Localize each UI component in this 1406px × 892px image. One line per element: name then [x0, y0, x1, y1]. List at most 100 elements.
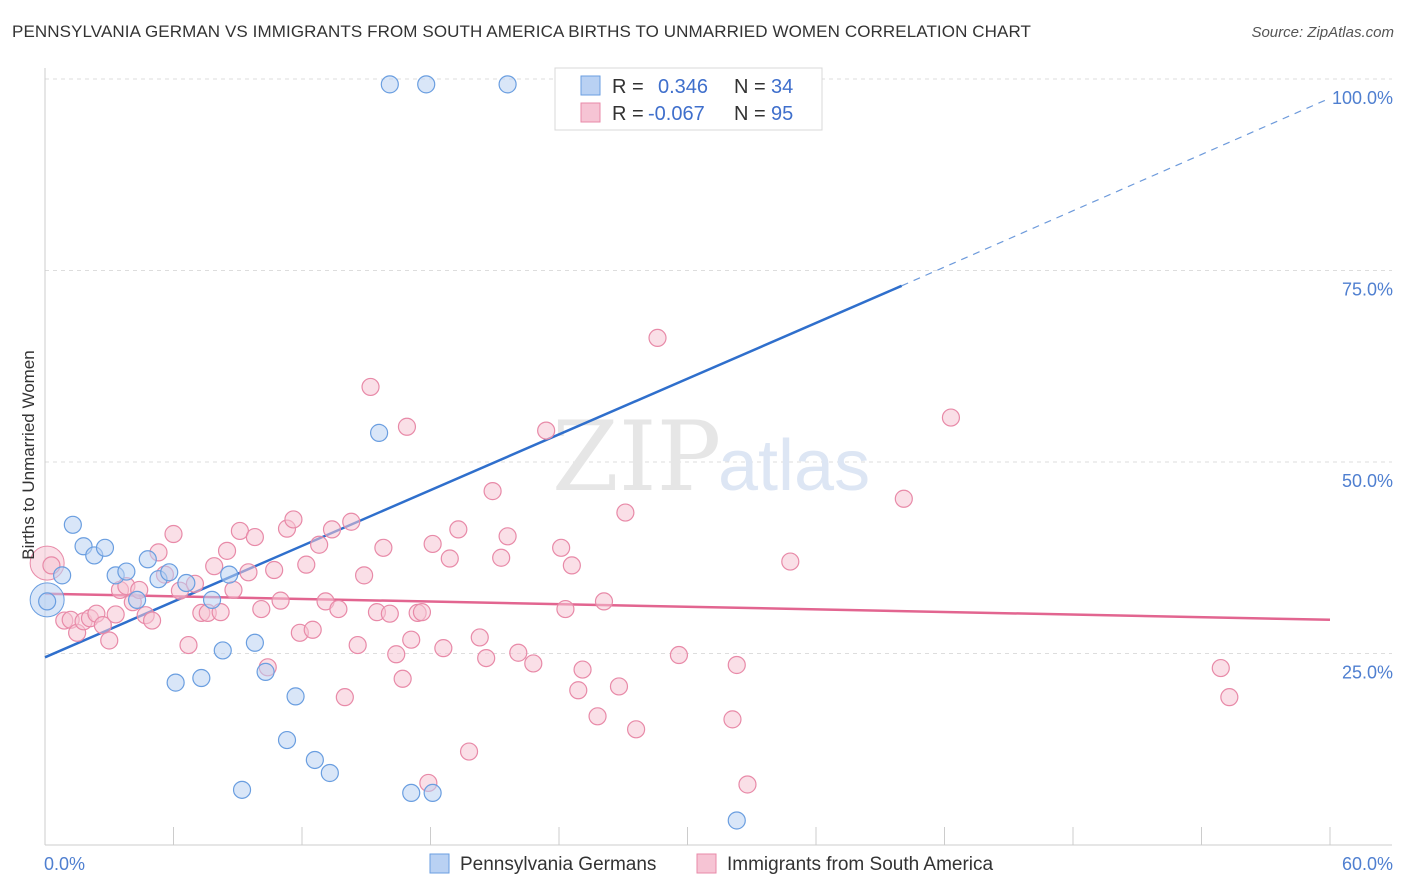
x-tick-label-end: 60.0%: [1342, 854, 1393, 874]
data-point-series-0: [95, 538, 115, 557]
data-point-series-1: [348, 635, 367, 655]
data-point-series-1: [440, 549, 459, 568]
data-point-series-1: [342, 512, 361, 531]
watermark: ZIP atlas: [552, 401, 870, 513]
data-point-series-1: [205, 557, 224, 576]
data-point-series-0: [117, 562, 136, 581]
data-point-series-0: [286, 687, 305, 706]
trend-lines: [44, 97, 1331, 659]
data-point-series-1: [412, 603, 432, 622]
data-point-series-1: [1211, 658, 1230, 678]
data-point-series-1: [355, 566, 374, 585]
data-point-series-0: [213, 641, 232, 660]
data-point-series-1: [569, 681, 588, 700]
data-point-series-1: [1220, 688, 1239, 707]
series-legend-swatch-blue: [429, 853, 450, 874]
data-point-series-1: [616, 503, 635, 522]
data-point-series-0: [160, 563, 179, 582]
data-point-series-1: [142, 611, 162, 630]
data-point-series-1: [894, 489, 913, 508]
data-point-series-1: [397, 417, 417, 436]
data-point-series-1: [573, 660, 592, 679]
data-point-series-1: [106, 605, 125, 624]
data-point-series-1: [239, 563, 258, 582]
trend-line-extension-series-0: [901, 97, 1331, 287]
data-point-series-0: [417, 75, 436, 94]
data-point-series-0: [138, 550, 157, 569]
series-legend-label-2: Immigrants from South America: [727, 854, 994, 875]
data-point-series-0: [423, 783, 442, 803]
data-point-series-1: [556, 599, 575, 619]
data-point-series-1: [164, 524, 183, 544]
legend-n-label-1: N =: [734, 76, 766, 98]
data-point-series-1: [380, 604, 399, 623]
data-point-series-1: [387, 645, 406, 664]
data-point-series-1: [477, 648, 496, 668]
data-point-series-1: [470, 628, 489, 647]
data-point-series-1: [374, 538, 393, 557]
data-point-series-1: [297, 555, 316, 574]
legend-r-value-1: 0.346: [658, 76, 708, 98]
data-point-series-1: [669, 645, 689, 665]
data-point-series-1: [609, 677, 629, 696]
data-point-series-1: [727, 655, 746, 675]
legend-r-value-2: -0.067: [648, 103, 705, 125]
source-label: Source: ZipAtlas.com: [1251, 24, 1394, 41]
data-point-series-0: [232, 780, 252, 799]
data-point-series-1: [322, 520, 342, 539]
legend-n-value-2: 95: [771, 103, 793, 125]
data-point-series-1: [402, 630, 421, 649]
data-points: [29, 75, 1239, 830]
legend-r-label-1: R =: [612, 76, 644, 98]
data-point-series-1: [434, 639, 453, 658]
data-point-series-1: [335, 688, 354, 707]
data-point-series-1: [393, 669, 412, 688]
y-axis-label: Births to Unmarried Women: [19, 350, 38, 559]
data-point-series-1: [594, 592, 614, 611]
data-point-series-1: [738, 775, 757, 794]
legend-n-label-2: N =: [734, 103, 766, 125]
data-point-series-1: [217, 541, 237, 560]
data-point-series-1: [509, 643, 528, 662]
data-point-series-0: [127, 590, 147, 609]
y-tick-label: 50.0%: [1342, 471, 1393, 491]
data-point-series-1: [941, 408, 961, 427]
data-point-series-1: [245, 527, 264, 547]
data-point-series-1: [100, 631, 119, 650]
data-point-series-0: [727, 811, 746, 830]
data-point-series-0: [380, 75, 399, 94]
data-point-series-0: [192, 668, 211, 688]
data-point-series-1: [265, 560, 284, 580]
data-point-series-1: [552, 538, 571, 557]
series-legend-swatch-pink: [696, 853, 717, 874]
data-point-series-1: [524, 654, 543, 673]
data-point-series-1: [588, 707, 607, 726]
data-point-series-0: [320, 763, 339, 783]
axes: [44, 68, 1392, 846]
data-point-series-0: [277, 730, 297, 750]
correlation-legend: R = 0.346 N = 34 R = -0.067 N = 95: [554, 67, 823, 131]
data-point-series-1: [459, 742, 479, 761]
data-point-series-0: [220, 565, 239, 584]
legend-n-value-1: 34: [771, 76, 793, 98]
data-point-series-1: [449, 520, 468, 539]
data-point-series-1: [562, 556, 581, 575]
data-point-series-0: [498, 75, 517, 94]
data-point-series-0: [245, 633, 264, 652]
data-point-series-1: [179, 635, 198, 655]
data-point-series-1: [303, 620, 322, 639]
data-point-series-1: [723, 710, 742, 729]
watermark-zip: ZIP: [552, 401, 721, 513]
y-tick-label: 100.0%: [1332, 88, 1393, 108]
data-point-series-1: [329, 599, 348, 619]
data-point-series-1: [423, 534, 442, 554]
data-point-series-1: [271, 591, 290, 610]
data-point-series-0: [370, 423, 389, 442]
data-point-series-0: [256, 662, 275, 681]
data-point-series-0: [166, 673, 185, 692]
data-point-series-1: [648, 328, 667, 348]
data-point-series-1: [310, 535, 329, 554]
trend-line-series-1: [44, 592, 1331, 622]
data-point-series-1: [361, 377, 380, 397]
